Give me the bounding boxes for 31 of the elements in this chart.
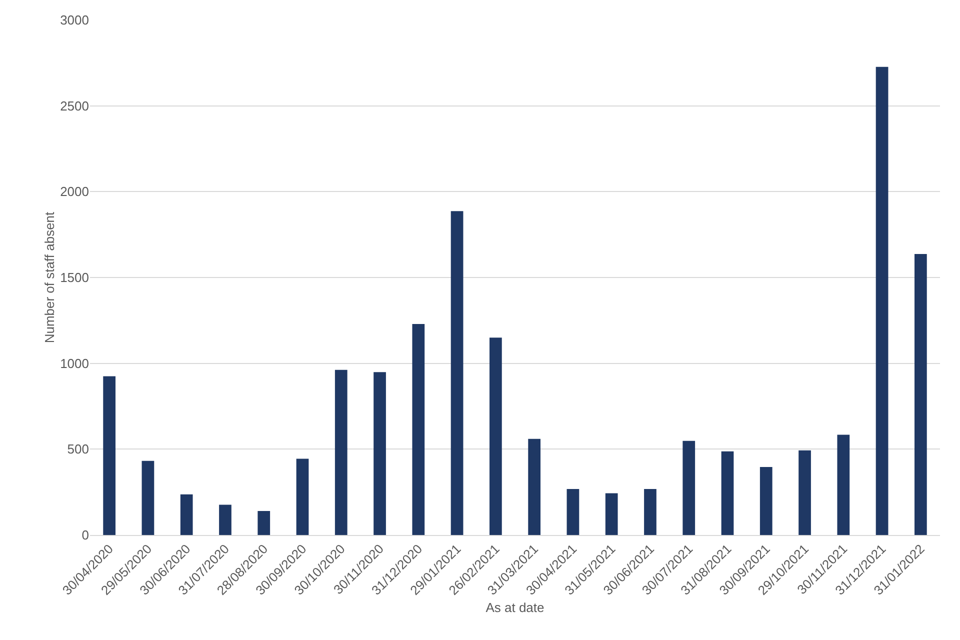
bar <box>450 211 464 535</box>
bar <box>605 493 618 535</box>
y-tick-label: 0 <box>82 528 89 543</box>
bar <box>644 488 656 535</box>
bar <box>876 66 888 535</box>
bar <box>374 372 386 535</box>
bar <box>760 467 772 535</box>
y-axis-title: Number of staff absent <box>42 211 57 344</box>
y-tick-label: 3000 <box>60 12 89 28</box>
bar <box>258 510 270 535</box>
bar <box>219 504 232 535</box>
bar <box>528 438 540 535</box>
y-tick-label: 500 <box>67 442 89 457</box>
y-tick-label: 2000 <box>60 184 89 200</box>
x-axis-title: As at date <box>486 600 544 615</box>
bar <box>412 324 425 535</box>
bar <box>837 434 850 535</box>
bar <box>142 460 154 535</box>
bar <box>721 451 734 535</box>
bar <box>798 450 811 535</box>
bar <box>334 370 348 535</box>
y-tick-label: 2500 <box>60 98 89 114</box>
bar <box>103 376 116 535</box>
y-tick-label: 1500 <box>60 270 89 286</box>
bar <box>682 440 696 535</box>
bar <box>296 458 309 535</box>
bar <box>914 254 927 535</box>
bar <box>180 494 193 535</box>
bar <box>490 338 502 535</box>
y-tick-label: 1000 <box>60 356 89 371</box>
bar <box>566 488 580 535</box>
